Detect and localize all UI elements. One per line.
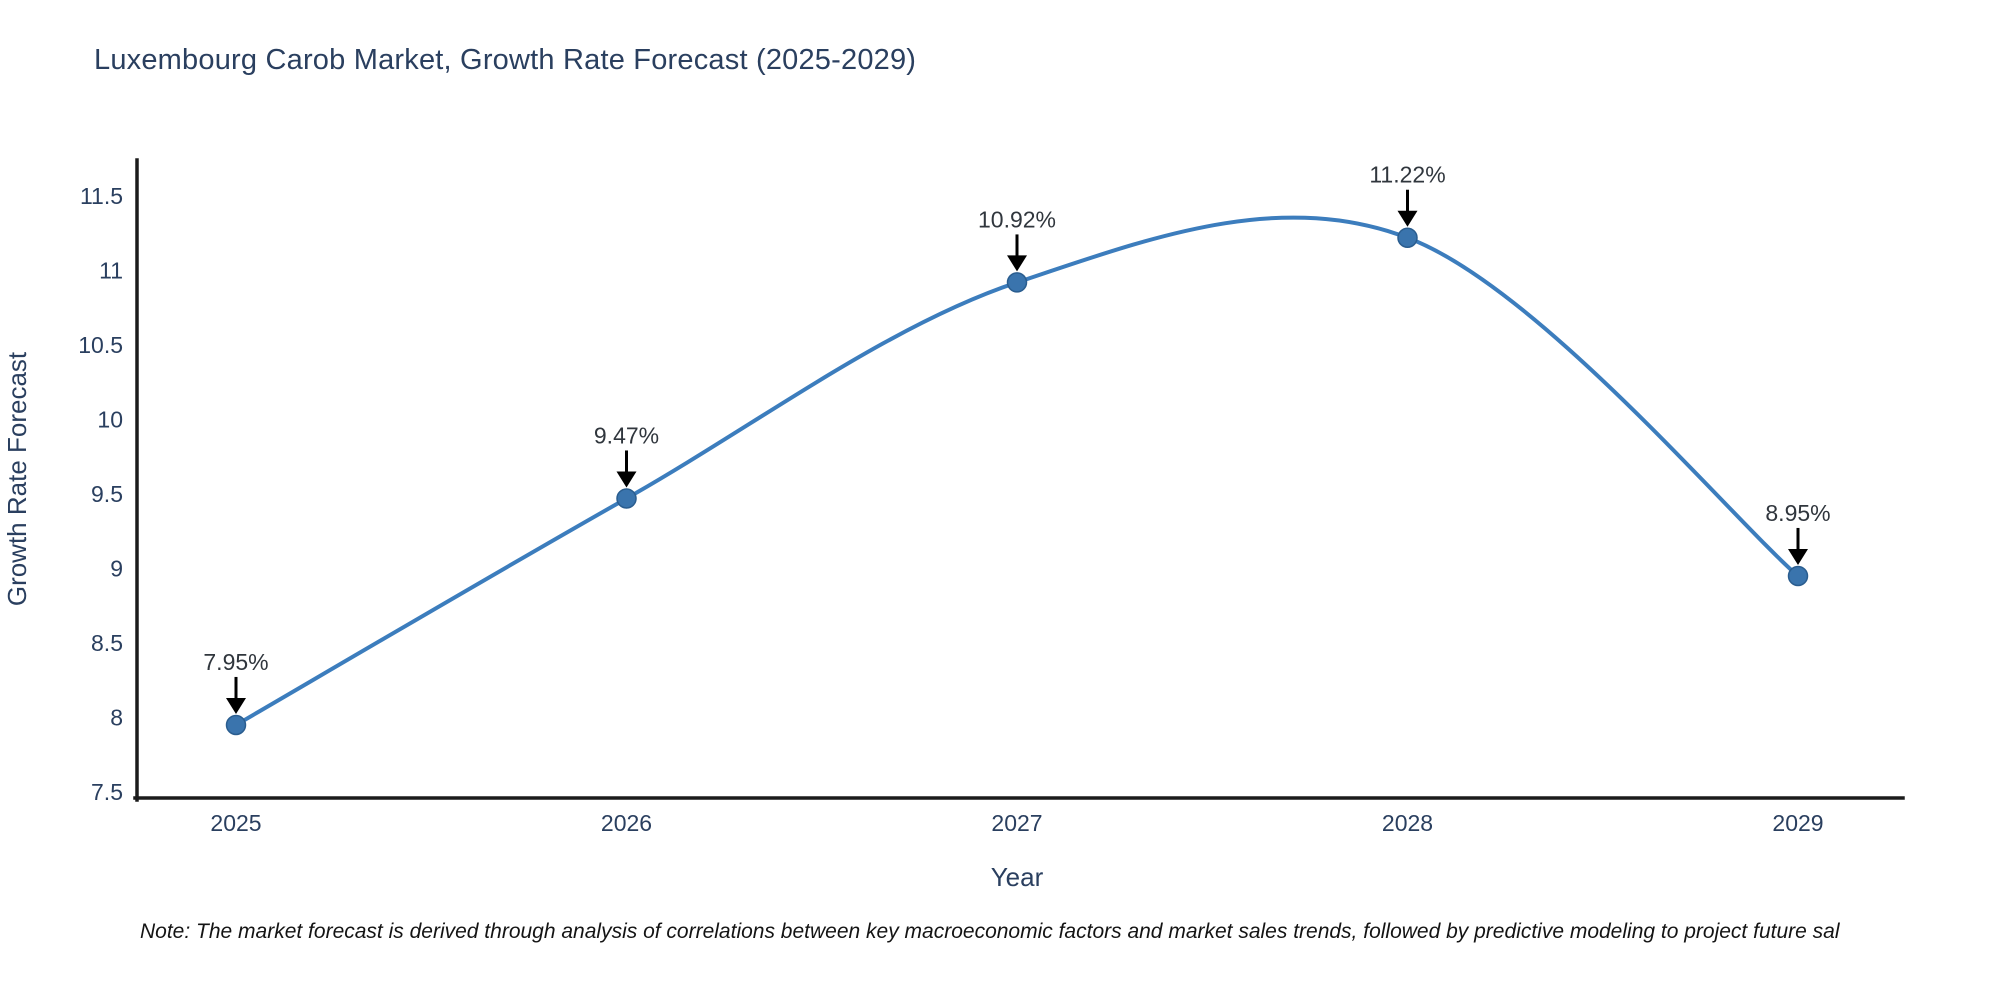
annotation-arrow-head xyxy=(1397,210,1418,227)
data-point-marker[interactable] xyxy=(616,488,637,509)
forecast-line-series xyxy=(234,215,1800,727)
annotation-arrow-head xyxy=(1007,255,1027,272)
data-point-marker[interactable] xyxy=(225,714,247,736)
y-axis-title: Growth Rate Forecast xyxy=(2,351,32,606)
y-tick-label: 7.5 xyxy=(91,779,123,805)
y-tick-label: 11.5 xyxy=(80,183,123,209)
y-tick-label: 10.5 xyxy=(78,332,123,358)
annotation-arrow-head xyxy=(616,471,637,488)
y-tick-label: 9.5 xyxy=(91,481,123,507)
annotation-label: 11.22% xyxy=(1369,162,1445,188)
x-tick-label: 2029 xyxy=(1772,810,1823,836)
annotation-label: 7.95% xyxy=(203,649,268,675)
annotation-arrow-head xyxy=(226,697,246,714)
y-tick-label: 11 xyxy=(99,258,123,284)
y-tick-label: 9 xyxy=(110,556,123,582)
footnote: Note: The market forecast is derived thr… xyxy=(140,920,1840,943)
data-point-marker[interactable] xyxy=(1006,272,1028,293)
annotation-label: 9.47% xyxy=(594,422,659,448)
x-tick-label: 2026 xyxy=(601,810,652,836)
data-point-marker[interactable] xyxy=(1787,565,1809,587)
annotation-label: 10.92% xyxy=(978,206,1056,232)
y-tick-label: 8 xyxy=(110,705,123,731)
chart-title: Luxembourg Carob Market, Growth Rate For… xyxy=(94,44,917,76)
y-tick-label: 8.5 xyxy=(91,630,123,656)
x-axis-title: Year xyxy=(991,862,1044,892)
data-point-marker[interactable] xyxy=(1397,227,1418,248)
annotation-arrow-head xyxy=(1788,548,1808,565)
annotation-label: 8.95% xyxy=(1765,500,1830,526)
y-tick-label: 10 xyxy=(97,407,123,433)
x-tick-label: 2027 xyxy=(991,810,1042,836)
x-tick-label: 2025 xyxy=(210,810,261,836)
x-tick-label: 2028 xyxy=(1382,810,1433,836)
